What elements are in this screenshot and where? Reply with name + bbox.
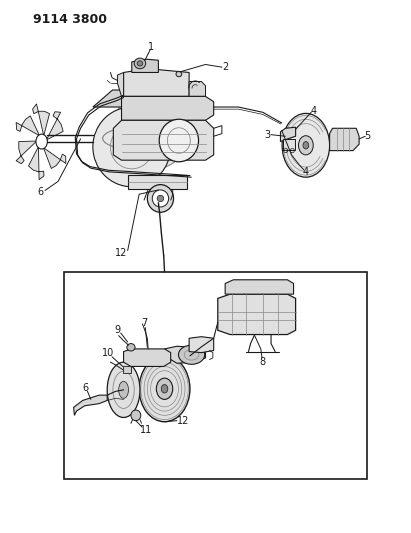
Polygon shape: [16, 141, 37, 164]
Polygon shape: [122, 96, 214, 120]
Polygon shape: [43, 148, 66, 168]
Bar: [64, 272, 367, 479]
Ellipse shape: [139, 356, 190, 422]
Polygon shape: [132, 59, 158, 72]
Ellipse shape: [107, 362, 140, 417]
Text: 7: 7: [141, 318, 147, 328]
Ellipse shape: [157, 195, 164, 201]
Ellipse shape: [119, 381, 129, 398]
Bar: [283, 139, 295, 150]
Text: 2: 2: [222, 62, 228, 72]
Polygon shape: [218, 294, 296, 335]
Ellipse shape: [152, 190, 169, 207]
Polygon shape: [46, 112, 63, 140]
Text: 11: 11: [140, 425, 152, 435]
Text: 10: 10: [102, 348, 114, 358]
Ellipse shape: [93, 107, 171, 187]
Text: 6: 6: [37, 187, 43, 197]
Ellipse shape: [178, 345, 205, 365]
Ellipse shape: [303, 142, 309, 149]
Ellipse shape: [113, 90, 190, 169]
Text: 9: 9: [115, 325, 121, 335]
Ellipse shape: [159, 119, 199, 162]
Text: 4: 4: [303, 167, 309, 177]
Ellipse shape: [176, 71, 182, 77]
Polygon shape: [74, 395, 107, 415]
Ellipse shape: [127, 344, 135, 351]
Polygon shape: [189, 337, 214, 353]
Polygon shape: [189, 82, 206, 96]
Bar: [123, 367, 131, 373]
Ellipse shape: [36, 134, 47, 149]
Text: 4: 4: [310, 106, 316, 116]
Text: 9114 3800: 9114 3800: [33, 13, 107, 26]
Text: 12: 12: [115, 248, 128, 258]
Polygon shape: [32, 104, 49, 136]
Polygon shape: [164, 346, 206, 364]
Ellipse shape: [137, 61, 143, 66]
Text: 6: 6: [82, 383, 88, 393]
Polygon shape: [93, 90, 190, 107]
Bar: [128, 174, 187, 189]
Polygon shape: [280, 127, 296, 142]
Ellipse shape: [131, 410, 141, 421]
Ellipse shape: [161, 384, 168, 393]
Ellipse shape: [282, 114, 330, 177]
Text: 1: 1: [148, 43, 155, 52]
Polygon shape: [118, 72, 124, 96]
Text: 12: 12: [177, 416, 189, 426]
Polygon shape: [124, 349, 171, 367]
Text: 5: 5: [365, 131, 371, 141]
Polygon shape: [113, 120, 214, 160]
Polygon shape: [16, 116, 39, 136]
Ellipse shape: [147, 184, 173, 212]
Ellipse shape: [298, 136, 313, 155]
Ellipse shape: [134, 58, 145, 69]
Polygon shape: [225, 280, 293, 294]
Polygon shape: [124, 69, 189, 96]
Ellipse shape: [156, 378, 173, 399]
Text: 3: 3: [265, 130, 271, 140]
Polygon shape: [330, 128, 359, 151]
Text: 8: 8: [260, 357, 266, 367]
Polygon shape: [28, 147, 44, 180]
